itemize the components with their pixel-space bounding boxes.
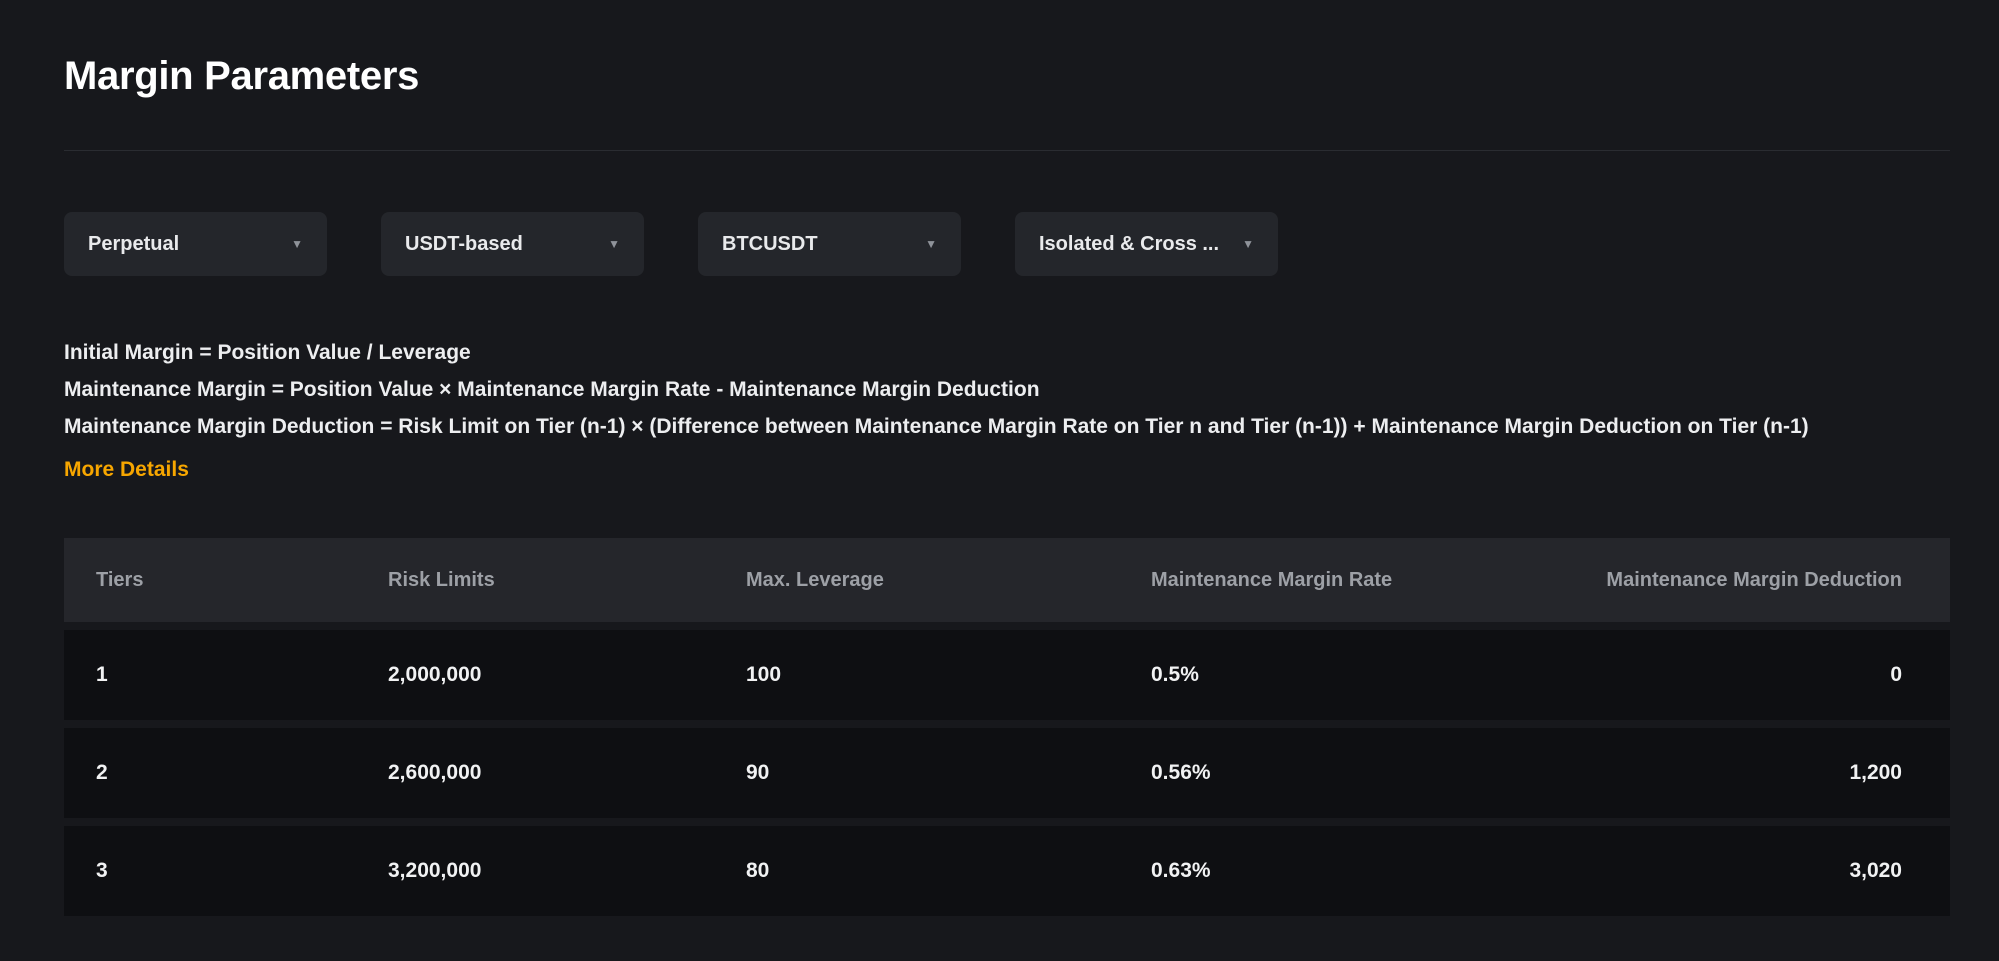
- header-tiers: Tiers: [96, 568, 144, 591]
- header-maintenance-margin-deduction: Maintenance Margin Deduction: [1606, 568, 1902, 591]
- header-maintenance-margin-rate: Maintenance Margin Rate: [1151, 568, 1393, 591]
- margin-coin-dropdown[interactable]: USDT-based ▼: [381, 212, 644, 276]
- header-risk-limits: Risk Limits: [388, 568, 495, 591]
- maintenance-margin-deduction-formula: Maintenance Margin Deduction = Risk Limi…: [64, 415, 1809, 438]
- contract-type-dropdown[interactable]: Perpetual ▼: [64, 212, 327, 276]
- contract-type-dropdown-value: Perpetual: [88, 232, 180, 255]
- cell-max-leverage: 80: [746, 859, 770, 882]
- cell-maintenance-margin-deduction: 3,020: [1849, 859, 1902, 882]
- table-row: 3 3,200,000 80 0.63% 3,020: [64, 826, 1950, 916]
- cell-maintenance-margin-rate: 0.63%: [1151, 859, 1211, 882]
- cell-maintenance-margin-rate: 0.56%: [1151, 761, 1211, 784]
- cell-maintenance-margin-rate: 0.5%: [1151, 663, 1199, 686]
- header-max-leverage: Max. Leverage: [746, 568, 884, 591]
- initial-margin-formula: Initial Margin = Position Value / Levera…: [64, 341, 471, 364]
- cell-risk-limit: 2,600,000: [388, 761, 482, 784]
- more-details-link[interactable]: More Details: [64, 458, 189, 481]
- cell-tier: 2: [96, 761, 108, 784]
- symbol-dropdown-value: BTCUSDT: [722, 232, 818, 255]
- chevron-down-icon: ▼: [608, 237, 620, 251]
- title-divider: [64, 150, 1950, 151]
- cell-risk-limit: 2,000,000: [388, 663, 482, 686]
- cell-maintenance-margin-deduction: 0: [1890, 663, 1902, 686]
- margin-formulas: Initial Margin = Position Value / Levera…: [64, 334, 1950, 488]
- margin-tiers-table: Tiers Risk Limits Max. Leverage Maintena…: [64, 538, 1950, 916]
- chevron-down-icon: ▼: [1242, 237, 1254, 251]
- filter-bar: Perpetual ▼ USDT-based ▼ BTCUSDT ▼ Isola…: [64, 212, 1950, 276]
- table-row: 2 2,600,000 90 0.56% 1,200: [64, 728, 1950, 818]
- cell-maintenance-margin-deduction: 1,200: [1849, 761, 1902, 784]
- cell-max-leverage: 100: [746, 663, 782, 686]
- table-header-row: Tiers Risk Limits Max. Leverage Maintena…: [64, 538, 1950, 622]
- chevron-down-icon: ▼: [291, 237, 303, 251]
- margin-mode-dropdown[interactable]: Isolated & Cross ... ▼: [1015, 212, 1278, 276]
- table-row: 1 2,000,000 100 0.5% 0: [64, 630, 1950, 720]
- margin-parameters-page: Margin Parameters Perpetual ▼ USDT-based…: [64, 54, 1950, 916]
- margin-coin-dropdown-value: USDT-based: [405, 232, 523, 255]
- symbol-dropdown[interactable]: BTCUSDT ▼: [698, 212, 961, 276]
- cell-risk-limit: 3,200,000: [388, 859, 482, 882]
- maintenance-margin-formula: Maintenance Margin = Position Value × Ma…: [64, 378, 1040, 401]
- cell-tier: 1: [96, 663, 108, 686]
- margin-mode-dropdown-value: Isolated & Cross ...: [1039, 232, 1220, 255]
- chevron-down-icon: ▼: [925, 237, 937, 251]
- page-title: Margin Parameters: [64, 54, 420, 98]
- cell-max-leverage: 90: [746, 761, 770, 784]
- cell-tier: 3: [96, 859, 108, 882]
